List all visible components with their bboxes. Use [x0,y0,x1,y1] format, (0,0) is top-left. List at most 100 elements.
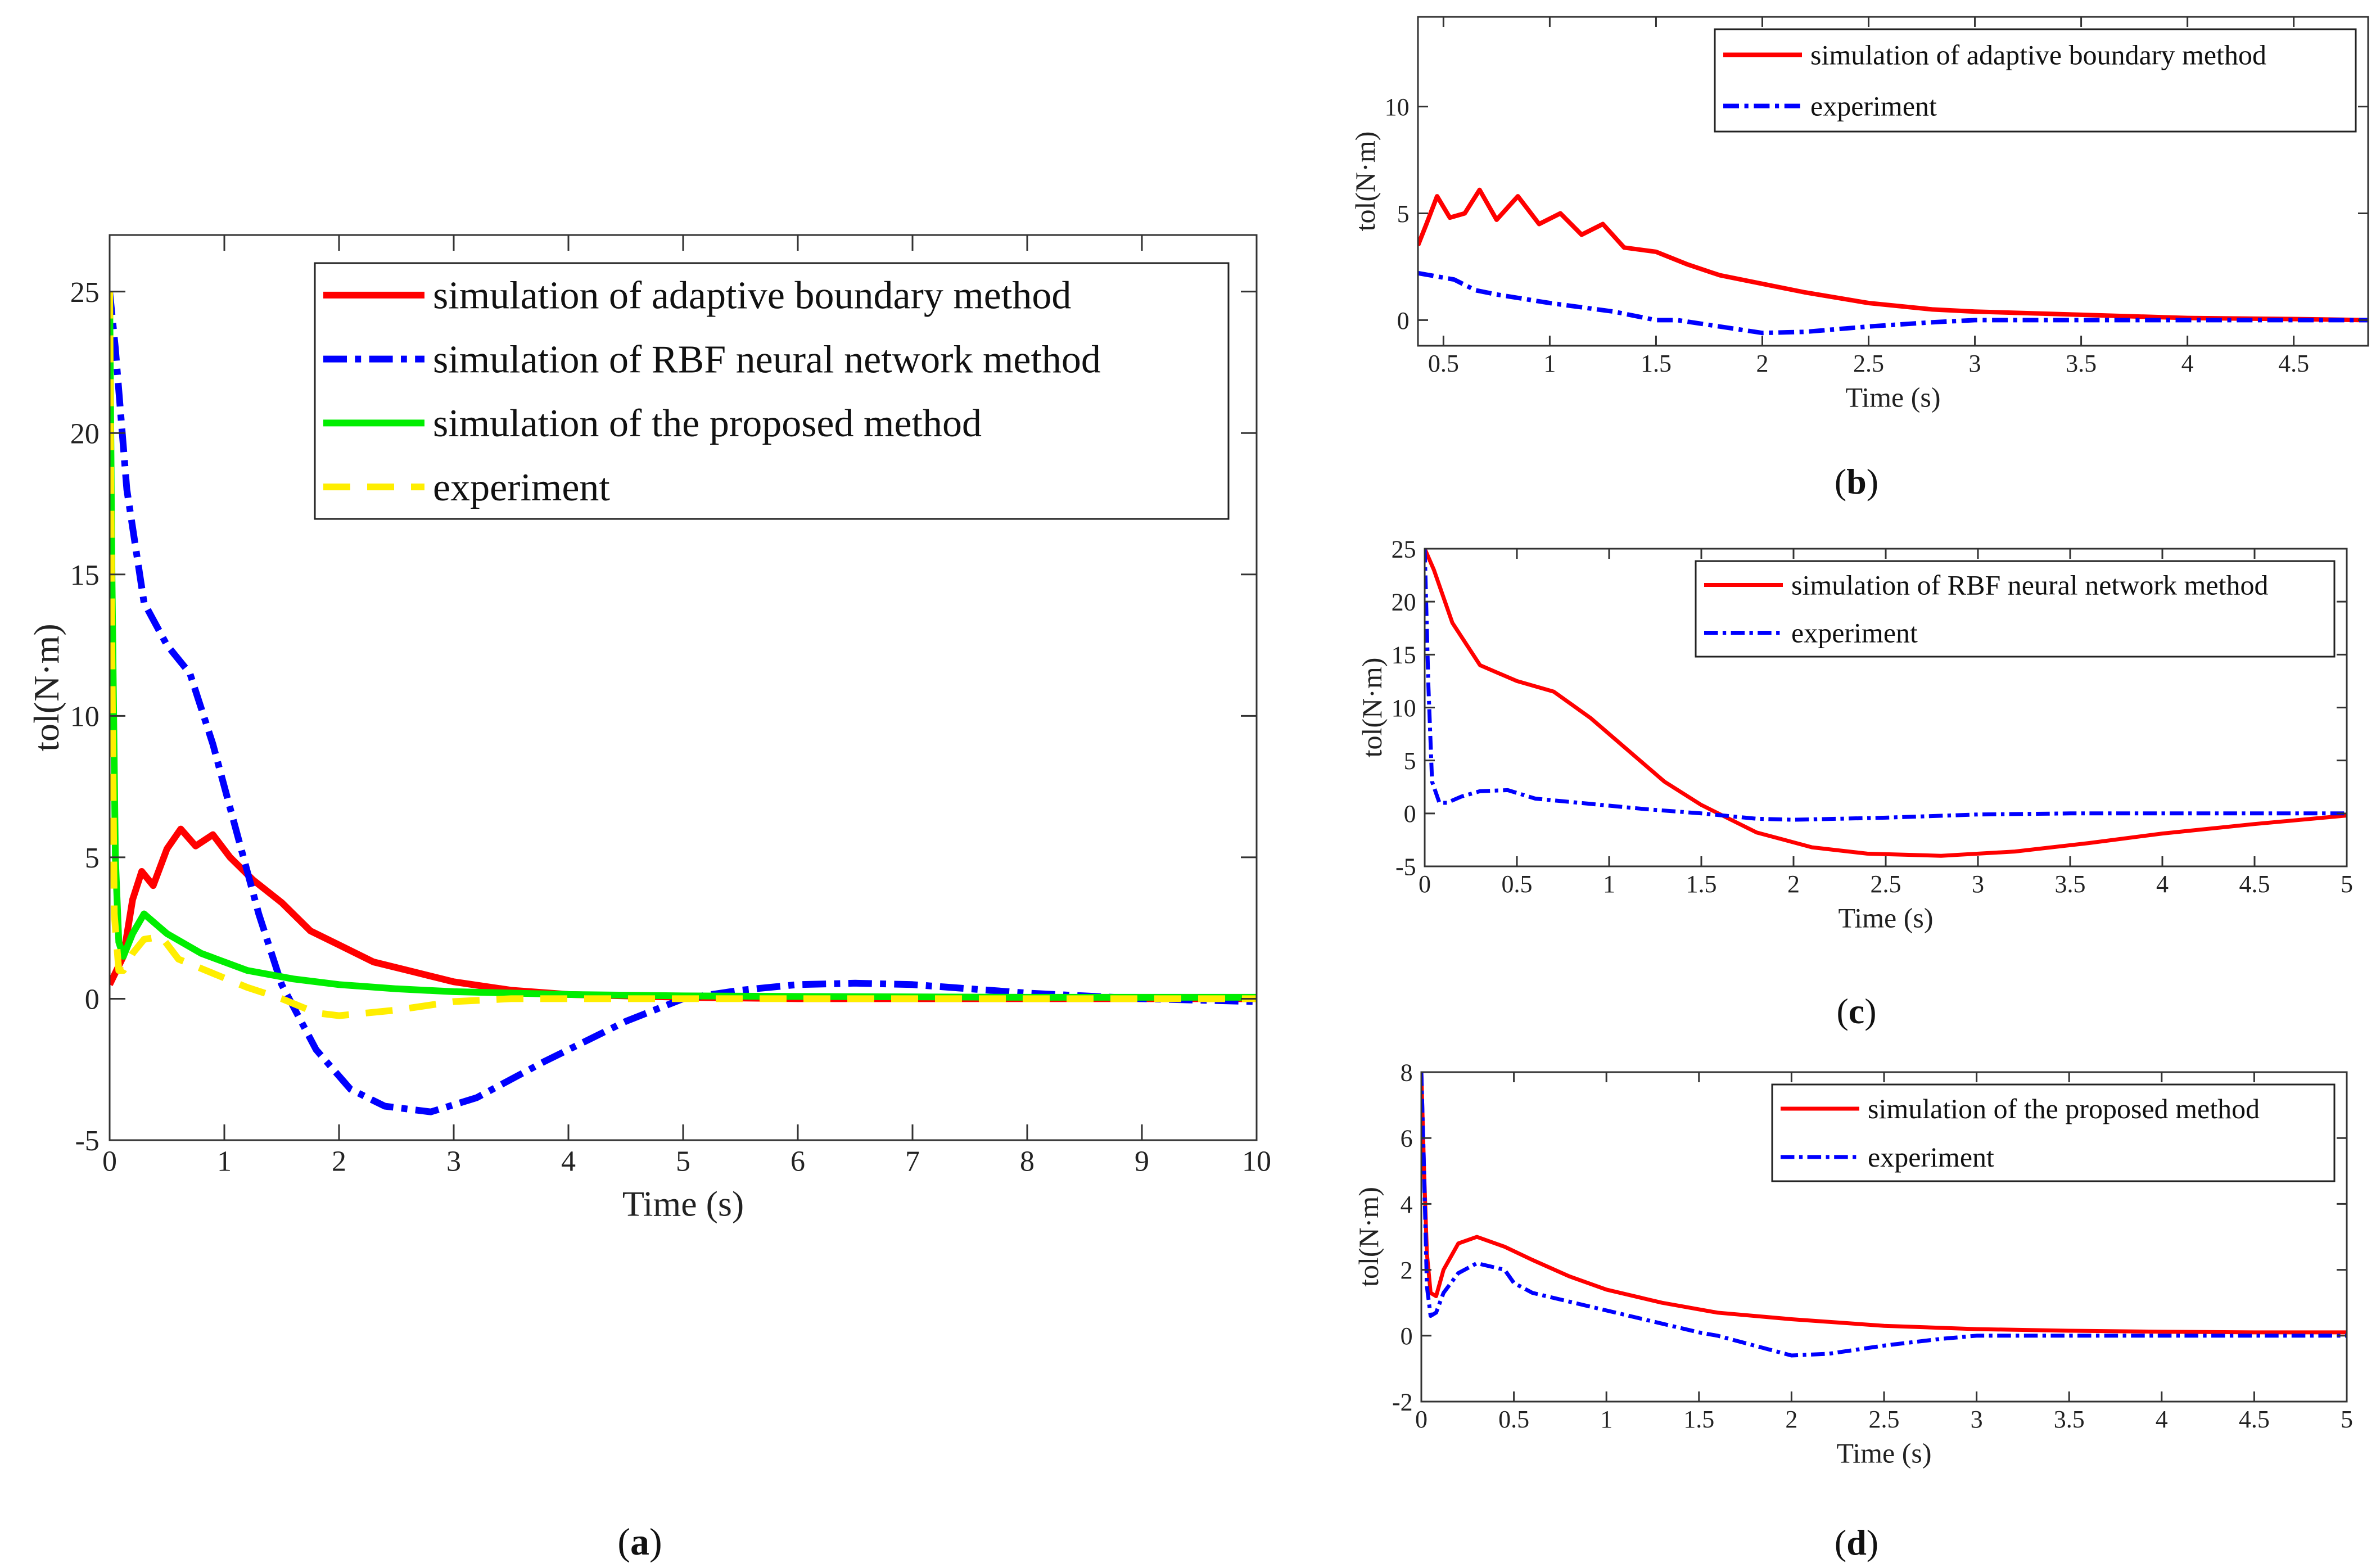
legend: simulation of adaptive boundary method ex… [1714,28,2357,133]
x-tick-label: 2.5 [1871,870,1901,898]
series-line-1 [1425,549,2347,858]
x-axis-label: Time (s) [1836,1438,1931,1469]
x-tick-label: 7 [905,1146,920,1178]
chart-b: 0.5 1 1.5 2 2.5 3 3.5 4 4.5 0 5 10 Time (s) tol(N·m) s… [1349,16,2369,501]
x-tick-label: 0 [1415,1406,1428,1433]
legend-label-2: simulation of RBF neural network method [433,338,1101,381]
x-tick-label: 2 [1785,1406,1797,1433]
x-tick-label: 3.5 [2054,1406,2085,1433]
x-tick-label: 3.5 [2066,350,2097,377]
y-tick-label: 20 [1392,589,1416,616]
x-axis-label: Time (s) [1838,902,1933,934]
x-tick-label: 2.5 [1853,350,1884,377]
y-tick-label: 10 [70,701,100,733]
caption-close-paren: ) [1867,1522,1878,1562]
y-tick-label: 10 [1392,694,1416,722]
y-tick-label: 0 [1401,1322,1413,1350]
x-tick-label: 2 [332,1146,346,1178]
series-line-2 [110,291,1257,1115]
series-line-2 [1425,549,2347,822]
y-axis-label: tol(N·m) [1353,1187,1384,1287]
y-tick-label: 10 [1385,93,1410,121]
x-tick-label: 5 [2341,1406,2353,1433]
x-tick-label: 4.5 [2239,870,2270,898]
series-line-1 [1418,187,2368,323]
caption-letter: a [630,1520,649,1563]
x-tick-label: 4 [2181,350,2194,377]
series-line-4 [110,291,1257,1019]
x-tick-label: 2 [1756,350,1768,377]
series-line-1 [1421,1072,2347,1335]
legend-label-4: experiment [433,466,610,509]
caption-letter: c [1849,991,1864,1031]
x-axis-label: Time (s) [622,1184,744,1224]
x-tick-label: 1 [1600,1406,1612,1433]
x-tick-label: 2.5 [1869,1406,1900,1433]
y-tick-label: 0 [1404,800,1416,828]
legend-box [1714,28,2357,133]
caption-close-paren: ) [649,1520,662,1563]
series-group [1421,1072,2347,1358]
caption-close-paren: ) [1864,991,1876,1031]
legend-label-2: experiment [1810,91,1937,122]
legend-label-1: simulation of adaptive boundary method [1810,39,2266,71]
series-group [1425,549,2347,858]
x-tick-label: 0.5 [1502,870,1533,898]
y-tick-label: -2 [1392,1388,1413,1416]
series-group [110,291,1257,1115]
caption-open-paren: ( [617,1520,630,1563]
legend-label-1: simulation of adaptive boundary method [433,274,1071,318]
x-tick-label: 0 [102,1146,117,1178]
legend: simulation of RBF neural network method e… [1695,560,2336,658]
y-tick-label: 20 [70,418,100,450]
x-tick-label: 3.5 [2055,870,2086,898]
series-group [1418,187,2368,336]
x-tick-label: 1 [1603,870,1615,898]
caption-close-paren: ) [1867,462,1878,501]
legend-label-2: experiment [1791,617,1918,649]
caption-letter: b [1846,462,1867,501]
x-tick-label: 8 [1020,1146,1035,1178]
y-tick-label: 15 [70,559,100,591]
panel-caption: (c) [1836,991,1876,1031]
y-tick-label: 4 [1401,1191,1413,1218]
x-tick-label: 4 [2156,870,2169,898]
y-tick-label: 8 [1401,1059,1413,1086]
y-tick-label: 25 [70,277,100,309]
legend-box [314,262,1230,520]
legend-label-1: simulation of RBF neural network method [1791,570,2269,601]
panel-caption: (b) [1835,462,1878,501]
x-tick-label: 1 [1543,350,1556,377]
legend-box [1771,1083,2336,1182]
x-tick-label: 10 [1242,1146,1271,1178]
series-line-2 [1421,1072,2347,1358]
panel-caption: (d) [1835,1522,1878,1562]
x-tick-label: 4.5 [2239,1406,2270,1433]
y-tick-label: 2 [1401,1257,1413,1284]
y-tick-label: 6 [1401,1125,1413,1153]
y-tick-label: 5 [85,842,100,874]
y-tick-label: -5 [75,1125,99,1157]
plot-frame [1417,16,2369,347]
y-axis-label: tol(N·m) [26,623,66,752]
x-tick-label: 0.5 [1498,1406,1529,1433]
x-tick-label: 6 [791,1146,805,1178]
y-tick-label: 5 [1397,200,1410,228]
caption-letter: d [1846,1522,1867,1562]
legend-label-1: simulation of the proposed method [1868,1093,2260,1124]
legend: simulation of adaptive boundary method si… [314,262,1230,520]
x-tick-label: 4 [2156,1406,2168,1433]
legend-label-2: experiment [1868,1141,1994,1173]
x-tick-label: 1 [217,1146,232,1178]
caption-open-paren: ( [1836,991,1848,1031]
x-tick-label: 5 [676,1146,690,1178]
y-tick-label: 15 [1392,641,1416,669]
y-tick-label: 0 [1397,307,1410,335]
legend: simulation of the proposed method experim… [1771,1083,2336,1182]
series-line-2 [1418,270,2368,336]
x-tick-label: 4 [561,1146,576,1178]
y-axis-label: tol(N·m) [1349,132,1381,232]
x-tick-label: 4.5 [2278,350,2309,377]
